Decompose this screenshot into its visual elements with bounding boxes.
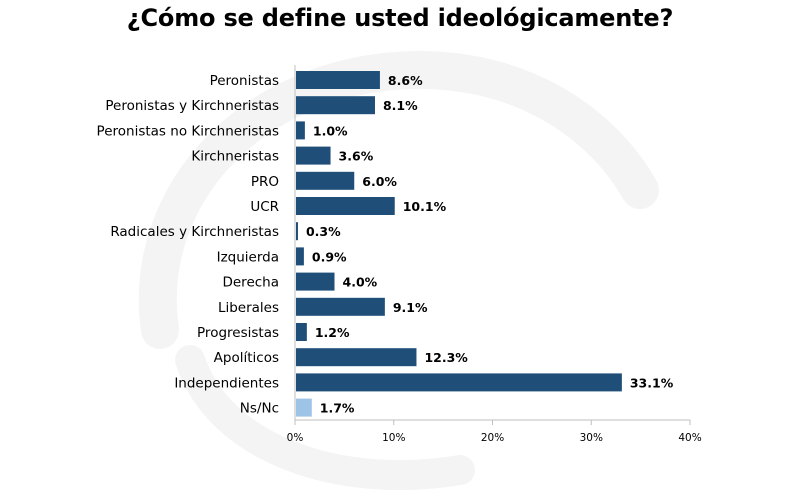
category-label-ucr: UCR: [250, 199, 279, 215]
bar-independientes: [296, 373, 622, 392]
category-label-peronistas-y-kirchneristas: Peronistas y Kirchneristas: [105, 98, 279, 114]
bar-ucr: [296, 197, 395, 215]
bar-peronistas-no-kirchneristas: [296, 121, 305, 140]
value-label-liberales: 9.1%: [393, 300, 428, 315]
value-label-pro: 6.0%: [362, 174, 397, 189]
value-label-izquierda: 0.9%: [312, 249, 347, 264]
category-label-kirchneristas: Kirchneristas: [191, 149, 279, 165]
category-label-independientes: Independientes: [174, 375, 279, 391]
bar-derecha: [296, 272, 335, 291]
value-label-derecha: 4.0%: [343, 275, 378, 290]
bar-kirchneristas: [296, 146, 331, 165]
bar-apoliticos: [296, 348, 417, 367]
value-label-ucr: 10.1%: [403, 199, 447, 214]
category-label-derecha: Derecha: [222, 275, 279, 291]
x-tick-label: 20%: [481, 432, 504, 444]
value-label-peronistas: 8.6%: [388, 73, 423, 88]
bar-pro: [296, 171, 355, 190]
x-tick-label: 30%: [580, 432, 603, 444]
value-label-peronistas-no-kirchneristas: 1.0%: [313, 123, 348, 138]
value-label-progresistas: 1.2%: [315, 325, 350, 340]
value-label-radicales-y-kirchneristas: 0.3%: [306, 224, 341, 239]
x-tick-label: 0%: [287, 432, 304, 444]
category-label-progresistas: Progresistas: [197, 325, 279, 341]
bar-liberales: [296, 297, 385, 316]
category-label-ns-nc: Ns/Nc: [240, 401, 279, 417]
category-label-radicales-y-kirchneristas: Radicales y Kirchneristas: [110, 224, 279, 240]
x-tick-label: 40%: [678, 432, 701, 444]
bar-radicales-y-kirchneristas: [296, 222, 298, 241]
horizontal-bar-chart: Peronistas 8.6% Peronistas y Kirchneristas…: [97, 65, 702, 444]
chart-title: ¿Cómo se define usted ideológicamente?: [126, 4, 674, 32]
bar-peronistas: [296, 71, 380, 89]
bar-izquierda: [296, 247, 304, 266]
category-label-peronistas-no-kirchneristas: Peronistas no Kirchneristas: [97, 123, 279, 139]
category-label-peronistas: Peronistas: [210, 73, 279, 89]
value-label-independientes: 33.1%: [630, 375, 674, 390]
category-label-apoliticos: Apolíticos: [214, 350, 279, 366]
bar-progresistas: [296, 323, 307, 341]
value-label-peronistas-y-kirchneristas: 8.1%: [383, 98, 418, 113]
value-label-apoliticos: 12.3%: [424, 350, 468, 365]
value-label-ns-nc: 1.7%: [320, 401, 355, 416]
category-label-liberales: Liberales: [218, 300, 279, 316]
bar-ns-nc: [296, 398, 312, 417]
category-label-pro: PRO: [251, 174, 279, 190]
value-label-kirchneristas: 3.6%: [339, 149, 374, 164]
category-label-izquierda: Izquierda: [217, 249, 279, 265]
bar-peronistas-y-kirchneristas: [296, 96, 375, 115]
x-tick-label: 10%: [382, 432, 405, 444]
